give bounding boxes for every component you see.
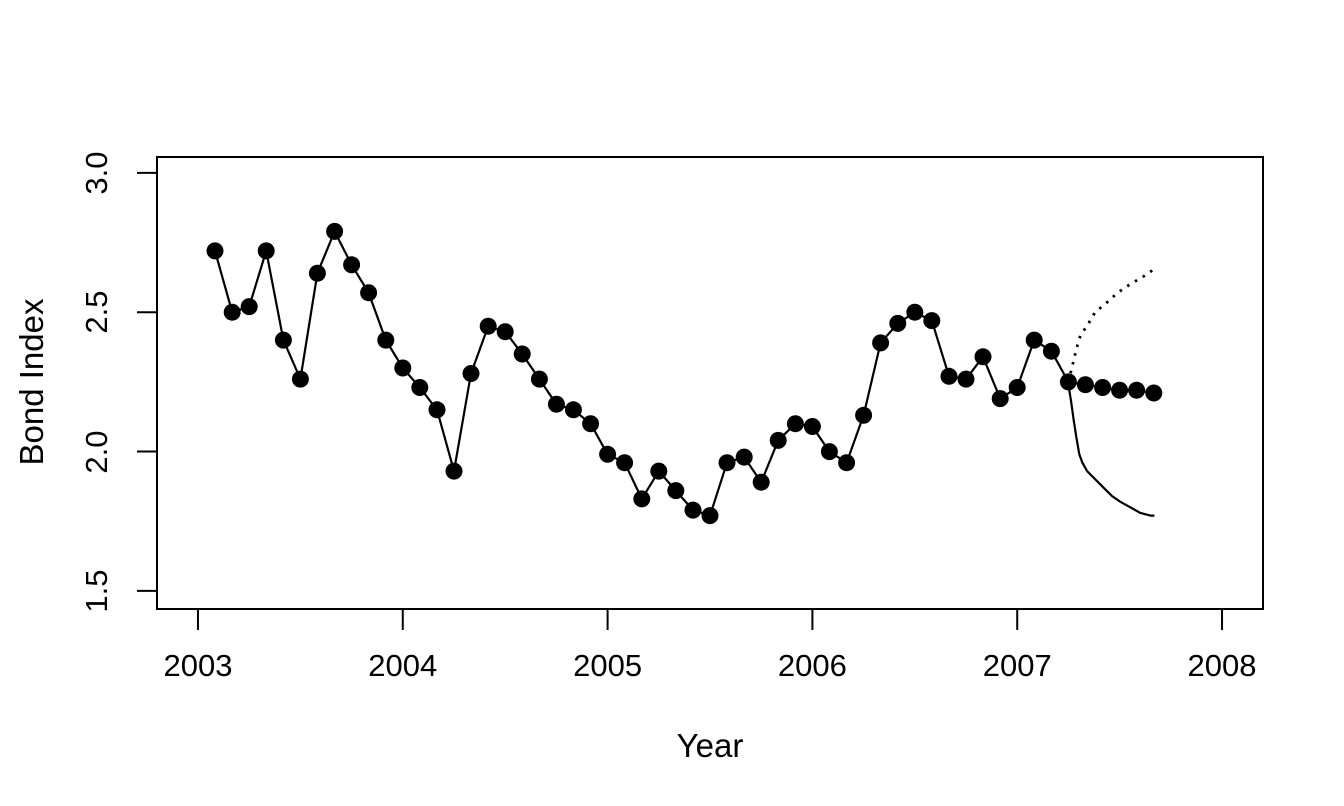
observed-point bbox=[872, 334, 890, 352]
observed-point bbox=[564, 401, 582, 419]
observed-point bbox=[291, 370, 309, 388]
observed-point bbox=[957, 370, 975, 388]
observed-point bbox=[513, 345, 531, 363]
forecast-point bbox=[1145, 384, 1163, 402]
x-tick-label: 2005 bbox=[573, 648, 643, 683]
observed-point bbox=[428, 401, 446, 419]
observed-point bbox=[1025, 331, 1043, 349]
upper-prediction-bound-line bbox=[1067, 269, 1154, 383]
y-tick-label: 2.0 bbox=[79, 430, 114, 474]
observed-point bbox=[769, 431, 787, 449]
observed-point bbox=[599, 445, 617, 463]
observed-point bbox=[496, 323, 514, 341]
y-tick-label: 2.5 bbox=[79, 290, 114, 334]
observed-point bbox=[530, 370, 548, 388]
observed-point bbox=[1008, 379, 1026, 396]
observed-point bbox=[974, 348, 992, 366]
observed-point bbox=[752, 473, 770, 491]
observed-point bbox=[462, 365, 480, 382]
observed-point bbox=[274, 331, 292, 349]
y-axis-title: Bond Index bbox=[13, 298, 50, 466]
observed-point bbox=[650, 462, 668, 480]
observed-point bbox=[616, 454, 634, 472]
observed-point bbox=[820, 443, 838, 461]
plot-border bbox=[156, 156, 1264, 610]
x-tick-label: 2006 bbox=[777, 648, 847, 683]
observed-point bbox=[223, 303, 241, 321]
x-axis-title: Year bbox=[676, 727, 744, 764]
y-tick-label: 3.0 bbox=[79, 151, 114, 195]
observed-point bbox=[923, 312, 941, 330]
observed-point bbox=[718, 454, 736, 472]
x-tick-label: 2003 bbox=[163, 648, 233, 683]
observed-point bbox=[889, 314, 907, 332]
observed-point bbox=[838, 454, 856, 472]
observed-point bbox=[257, 242, 275, 260]
x-tick-label: 2004 bbox=[368, 648, 438, 683]
observed-point bbox=[786, 415, 804, 433]
observed-point bbox=[735, 448, 753, 466]
y-tick-label: 1.5 bbox=[79, 569, 114, 613]
observed-point bbox=[377, 331, 395, 349]
observed-point bbox=[855, 406, 873, 424]
observed-point bbox=[547, 395, 565, 413]
observed-line bbox=[213, 230, 1052, 517]
observed-point bbox=[394, 359, 412, 377]
observed-point bbox=[308, 264, 326, 282]
observed-point bbox=[479, 317, 497, 335]
forecast-point bbox=[1094, 379, 1112, 396]
forecast-point bbox=[1111, 381, 1129, 399]
observed-point bbox=[906, 303, 924, 321]
observed-point bbox=[582, 415, 600, 433]
observed-point bbox=[701, 507, 719, 525]
observed-point bbox=[240, 298, 258, 316]
observed-point bbox=[633, 490, 651, 508]
observed-point bbox=[445, 462, 463, 480]
observed-point bbox=[360, 284, 378, 302]
lower-prediction-bound-line bbox=[1067, 384, 1155, 517]
x-tick-label: 2008 bbox=[1187, 648, 1257, 683]
observed-point bbox=[940, 367, 958, 385]
observed-point bbox=[684, 501, 702, 519]
observed-point bbox=[667, 482, 685, 500]
observed-point bbox=[411, 379, 429, 396]
forecast-point bbox=[1076, 376, 1094, 394]
observed-point bbox=[206, 242, 224, 260]
observed-point bbox=[326, 222, 344, 240]
observed-point bbox=[343, 256, 361, 274]
x-tick-label: 2007 bbox=[982, 648, 1052, 683]
observed-point bbox=[991, 390, 1009, 408]
observed-point bbox=[803, 418, 821, 435]
forecast-point bbox=[1128, 381, 1146, 399]
